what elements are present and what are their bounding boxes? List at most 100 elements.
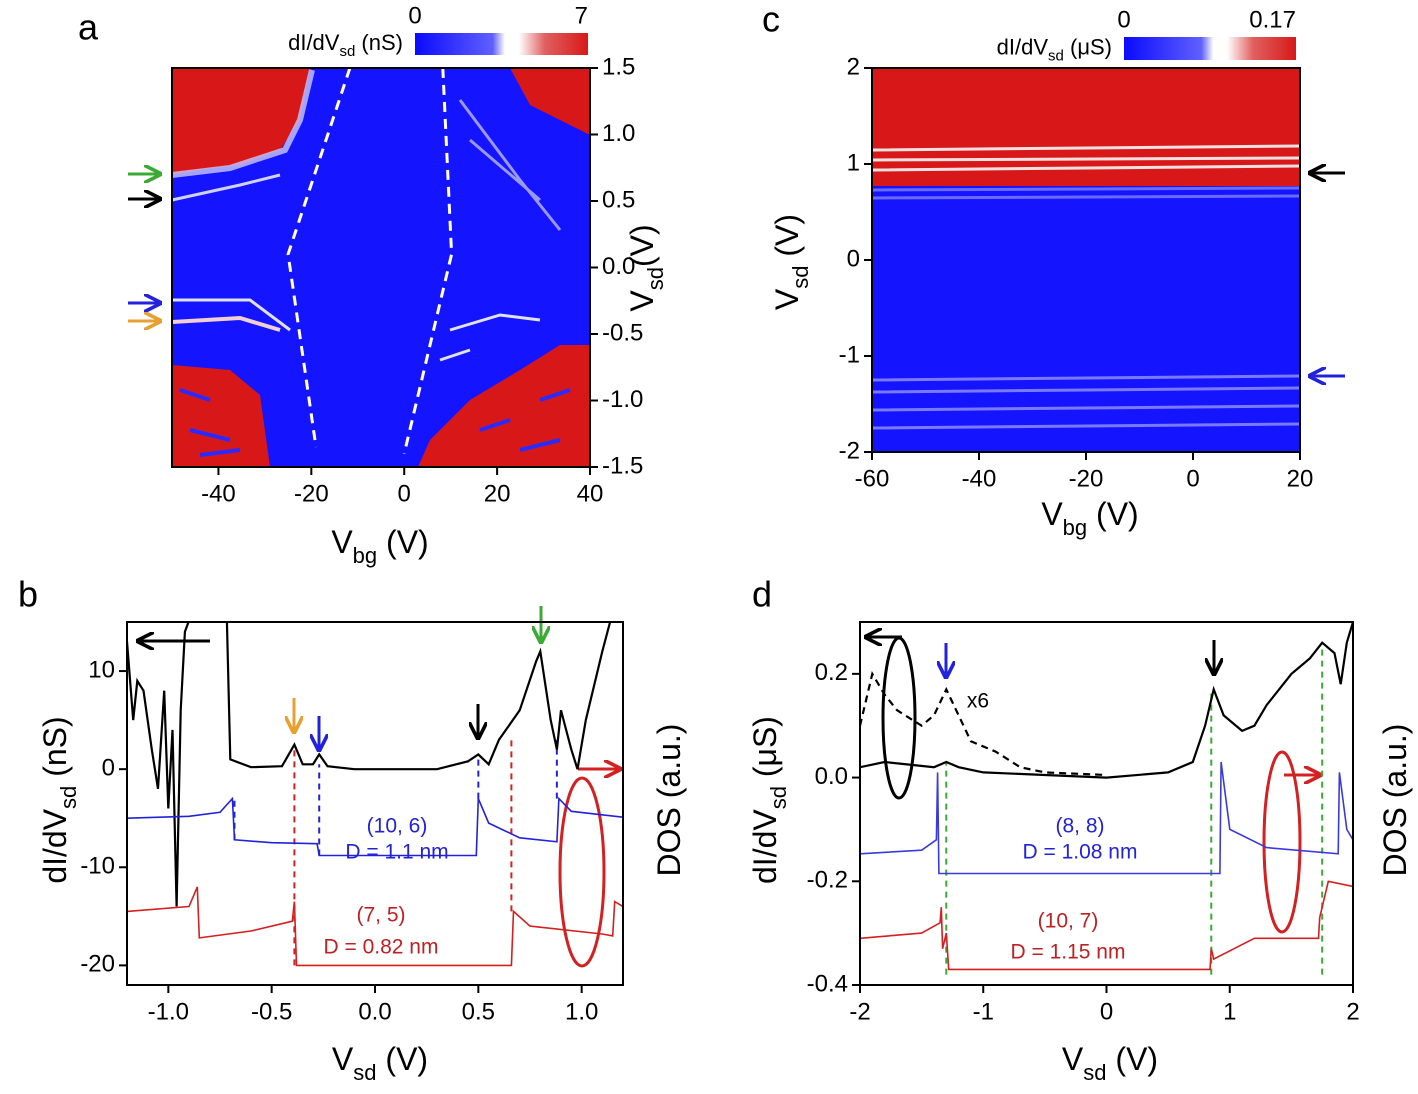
x-tick-label: 1.0 (565, 998, 598, 1025)
series-line (127, 886, 623, 967)
annotation: D = 1.15 nm (1011, 941, 1126, 964)
series-line (860, 880, 1353, 971)
y-tick-label: 0 (102, 755, 115, 782)
colorbar-label-part: dI/dV (997, 34, 1049, 59)
x-axis-label-part: bg (353, 543, 377, 568)
x-axis-label: Vbg (V) (1041, 496, 1138, 540)
colorbar-label: dI/dVsd (μS) (997, 34, 1112, 65)
x-tick-label: 0 (1100, 998, 1113, 1025)
colorbar-label-part: dI/dV (288, 30, 340, 55)
ellipse (881, 636, 917, 800)
panel-label: c (762, 0, 780, 40)
y-tick-label: -10 (80, 853, 115, 880)
x-tick-label: -20 (294, 480, 329, 507)
annotation: (8, 8) (1055, 815, 1104, 838)
y-tick-label: -0.2 (807, 867, 848, 894)
annotation: x6 (967, 690, 989, 713)
y-axis-label: Vsd (V) (769, 214, 813, 310)
x-tick-label: 0 (1186, 465, 1199, 492)
annotation: D = 1.1 nm (345, 841, 448, 864)
x-axis-label: Vsd (V) (1062, 1041, 1158, 1085)
x-axis-label-part: (V) (1087, 496, 1139, 532)
x-tick-label: -40 (962, 465, 997, 492)
x-tick-label: -1.0 (148, 998, 189, 1025)
annotation: D = 1.08 nm (1023, 841, 1138, 864)
x-axis-label-part: bg (1063, 515, 1087, 540)
series-line (860, 761, 1353, 875)
annotation: (10, 6) (367, 815, 428, 838)
x-tick-label: 20 (1287, 465, 1314, 492)
y-axis-label-part: (V) (624, 224, 660, 267)
y-tick-label: 1.5 (602, 53, 635, 80)
colorbar-label-part: (nS) (355, 30, 403, 55)
colorbar-label-part: sd (339, 43, 355, 60)
colorbar-tick-label: 7 (575, 2, 588, 29)
y2-axis-label-part: DOS (a.u.) (651, 724, 687, 877)
x-tick-label: 0.0 (358, 998, 391, 1025)
colorbar-label: dI/dVsd (nS) (288, 30, 403, 61)
y-axis-label: dI/dVsd (nS) (37, 716, 81, 883)
heatmap-c (871, 68, 1301, 452)
series-line (127, 796, 623, 857)
y-tick-label: 0.5 (602, 186, 635, 213)
colorbar-label-part: (μS) (1064, 34, 1112, 59)
y-tick-label: -0.4 (807, 970, 848, 997)
y-axis-label-part: sd (56, 786, 81, 809)
x-axis-label-part: V (331, 524, 353, 560)
x-tick-label: -60 (855, 465, 890, 492)
panel-label: b (18, 574, 38, 615)
y-axis-label-part: dI/dV (37, 808, 73, 883)
x-tick-label: -0.5 (251, 998, 292, 1025)
y-tick-label: 0.2 (815, 659, 848, 686)
colorbar-label-part: sd (1048, 48, 1064, 65)
y-tick-label: -0.5 (602, 319, 643, 346)
ellipse (1262, 750, 1302, 934)
y-tick-label: -1 (839, 341, 860, 368)
colorbar-tick-label: 0 (408, 2, 421, 29)
y-axis-label-part: V (624, 290, 660, 312)
x-axis-label: Vbg (V) (331, 524, 428, 568)
y-axis-label-part: (nS) (37, 716, 73, 785)
y2-axis-label: DOS (a.u.) (651, 724, 687, 877)
y-tick-label: -1.0 (602, 386, 643, 413)
series-line (860, 622, 1353, 779)
x-axis-label-part: V (332, 1041, 354, 1077)
x-axis-label-part: (V) (377, 524, 429, 560)
colorbar-tick-label: 0.17 (1249, 6, 1296, 33)
panel-label: a (78, 7, 99, 48)
y-tick-label: 10 (88, 656, 115, 683)
y-axis-label-part: V (769, 288, 805, 310)
series-line (860, 671, 1107, 777)
y-tick-label: 0.0 (602, 253, 635, 280)
annotation: D = 0.82 nm (324, 936, 439, 959)
x-axis-label: Vsd (V) (332, 1041, 428, 1085)
y-tick-label: 0.0 (815, 763, 848, 790)
y-tick-label: 2 (847, 53, 860, 80)
y-tick-label: 0 (847, 245, 860, 272)
x-tick-label: 40 (577, 480, 604, 507)
series-line (286, 68, 352, 448)
annotation: (10, 7) (1038, 910, 1099, 933)
y-axis-label-part: sd (643, 267, 668, 290)
x-tick-label: 2 (1346, 998, 1359, 1025)
y-tick-label: -2 (839, 437, 860, 464)
y-axis-label: Vsd(V) (624, 224, 668, 311)
y-axis-label-part: sd (788, 265, 813, 288)
y-axis-label-part: dI/dV (747, 809, 783, 884)
y-axis-label-part: sd (766, 786, 791, 809)
series-line (127, 622, 612, 907)
x-tick-label: -1 (973, 998, 994, 1025)
x-axis-label-part: sd (1083, 1060, 1106, 1085)
ellipse (558, 776, 606, 968)
y-axis-label-part: (μS) (747, 716, 783, 786)
y2-axis-label-part: DOS (a.u.) (1377, 724, 1413, 877)
x-axis-label-part: (V) (1107, 1041, 1159, 1077)
x-tick-label: 20 (484, 480, 511, 507)
y-tick-label: -1.5 (602, 452, 643, 479)
x-tick-label: 0 (398, 480, 411, 507)
x-axis-label-part: sd (353, 1060, 376, 1085)
annotation: (7, 5) (356, 904, 405, 927)
x-axis-label-part: (V) (377, 1041, 429, 1077)
plot-frame (126, 621, 624, 986)
